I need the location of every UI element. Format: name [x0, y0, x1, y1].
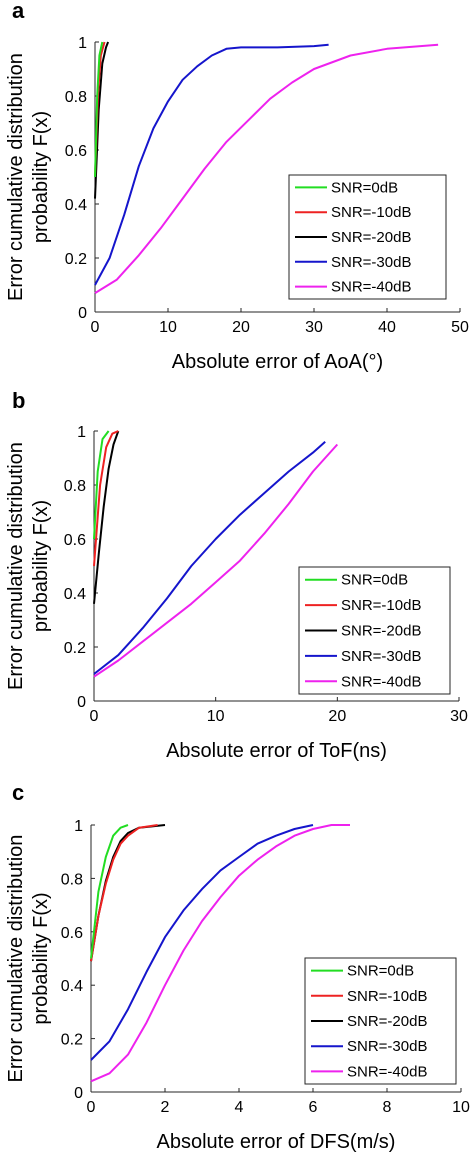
y-tick-label: 0.2 [61, 1032, 83, 1049]
y-tick-label: 0 [78, 305, 87, 322]
legend-label: SNR=0dB [331, 179, 398, 196]
x-tick-label: 40 [378, 319, 396, 336]
y-tick-label: 0.4 [61, 978, 83, 995]
y-tick-label: 0.2 [65, 251, 87, 268]
x-tick-label: 4 [235, 1099, 244, 1116]
series-line-SNR=-30dB [94, 43, 329, 286]
x-tick-label: 30 [305, 319, 323, 336]
legend-label: SNR=-40dB [331, 279, 411, 296]
x-tick-label: 0 [90, 708, 99, 725]
x-tick-label: 20 [232, 319, 250, 336]
x-tick-label: 50 [451, 319, 469, 336]
x-axis-label: Absolute error of DFS(m/s) [157, 1131, 396, 1153]
legend-label: SNR=-20dB [341, 623, 421, 640]
legend-label: SNR=0dB [347, 963, 414, 980]
y-tick-label: 1 [77, 424, 86, 441]
y-tick-label: 0.4 [65, 197, 87, 214]
y-tick-label: 0.6 [64, 532, 86, 549]
x-tick-label: 30 [450, 708, 468, 725]
legend: SNR=0dB SNR=-10dB SNR=-20dB SNR=-30dB SNR=-4… [298, 566, 451, 695]
series-line-SNR=-40dB [93, 443, 339, 678]
y-tick-label: 0 [77, 694, 86, 711]
legend-label: SNR=-10dB [341, 597, 421, 614]
legend-label: SNR=-30dB [347, 1038, 427, 1055]
series-line-SNR=0dB [93, 430, 110, 540]
x-axis-label: Absolute error of AoA(°) [172, 351, 383, 373]
series-line-SNR=-10dB [90, 824, 158, 962]
series-line-SNR=-20dB [90, 824, 166, 962]
y-tick-label: 0.8 [65, 89, 87, 106]
y-axis-label: probability F(x) [30, 111, 52, 243]
legend-label: SNR=-20dB [347, 1013, 427, 1030]
x-tick-label: 0 [87, 1099, 96, 1116]
panel-label: a [12, 0, 25, 23]
y-tick-label: 0.6 [65, 143, 87, 160]
chart-panel-c: c 0 2 4 6 8 10 0 0.2 0.4 0.6 0.8 1 Absolute error of … [5, 780, 470, 1153]
legend-label: SNR=-40dB [347, 1063, 427, 1080]
x-tick-label: 20 [328, 708, 346, 725]
y-tick-label: 0.2 [64, 640, 86, 657]
legend-label: SNR=-30dB [341, 648, 421, 665]
x-tick-label: 2 [161, 1099, 170, 1116]
series-line-SNR=0dB [94, 41, 104, 178]
y-axis-label: Error cumulative distribution [5, 53, 27, 301]
series-line-SNR=0dB [90, 824, 129, 959]
panel-label: b [12, 388, 25, 413]
y-axis-label: Error cumulative distribution [5, 835, 27, 1083]
legend-label: SNR=-30dB [331, 254, 411, 271]
x-tick-label: 10 [159, 319, 177, 336]
y-tick-label: 0.6 [61, 925, 83, 942]
y-axis-label: probability F(x) [30, 892, 52, 1024]
y-tick-label: 0.4 [64, 586, 86, 603]
y-tick-label: 0 [74, 1085, 83, 1102]
y-axis-label: Error cumulative distribution [5, 442, 27, 690]
series-line-SNR=-40dB [90, 824, 350, 1083]
legend-label: SNR=-10dB [331, 204, 411, 221]
legend: SNR=0dB SNR=-10dB SNR=-20dB SNR=-30dB SNR=-4… [288, 174, 447, 300]
x-tick-label: 10 [452, 1099, 470, 1116]
x-tick-label: 10 [207, 708, 225, 725]
x-axis-label: Absolute error of ToF(ns) [166, 740, 387, 762]
series-line-SNR=-10dB [93, 430, 119, 567]
legend-label: SNR=-10dB [347, 988, 427, 1005]
series-line-SNR=-30dB [90, 824, 314, 1061]
legend-label: SNR=-40dB [341, 673, 421, 690]
series-line-SNR=-20dB [94, 41, 110, 199]
panel-label: c [12, 780, 24, 805]
x-tick-label: 0 [91, 319, 100, 336]
x-tick-label: 6 [309, 1099, 318, 1116]
y-tick-label: 1 [78, 35, 87, 52]
series-line-SNR=-20dB [93, 430, 120, 604]
legend-label: SNR=-20dB [331, 229, 411, 246]
legend: SNR=0dB SNR=-10dB SNR=-20dB SNR=-30dB SNR=-4… [304, 957, 457, 1085]
series-line-SNR=-30dB [93, 441, 326, 675]
legend-label: SNR=0dB [341, 572, 408, 589]
x-tick-label: 8 [383, 1099, 392, 1116]
chart-panel-a: a 0 10 20 30 40 50 0 0.2 0.4 0.6 0.8 1 Absolute error… [5, 0, 469, 373]
chart-panel-b: b 0 10 20 30 0 0.2 0.4 0.6 0.8 1 Absolute error of … [5, 388, 468, 762]
series-line-SNR=-40dB [94, 43, 439, 294]
y-tick-label: 0.8 [61, 871, 83, 888]
y-tick-label: 1 [74, 818, 83, 835]
y-axis-label: probability F(x) [30, 500, 52, 632]
y-tick-label: 0.8 [64, 478, 86, 495]
